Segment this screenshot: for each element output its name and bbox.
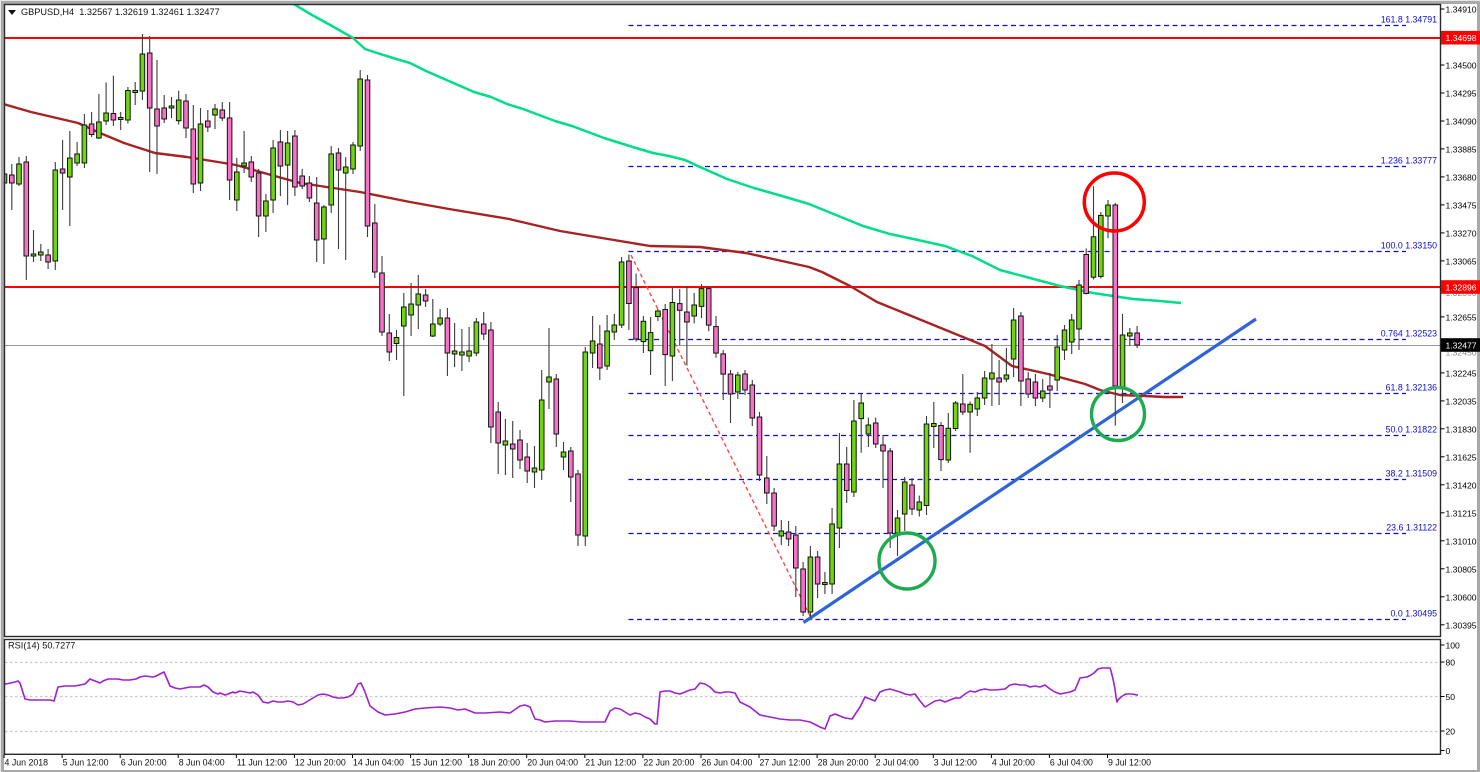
svg-text:22 Jun 20:00: 22 Jun 20:00: [643, 758, 694, 768]
svg-text:1.33885: 1.33885: [1446, 144, 1477, 154]
svg-text:1.33065: 1.33065: [1446, 256, 1477, 266]
svg-text:1.32896: 1.32896: [1446, 283, 1477, 293]
svg-text:14 Jun 04:00: 14 Jun 04:00: [353, 758, 404, 768]
svg-text:1.236 1.33777: 1.236 1.33777: [1381, 156, 1437, 166]
svg-text:11 Jun 12:00: 11 Jun 12:00: [237, 758, 287, 768]
svg-text:1.32450: 1.32450: [1446, 348, 1477, 358]
svg-text:61.8 1.32136: 61.8 1.32136: [1386, 383, 1437, 393]
svg-text:1.34500: 1.34500: [1446, 61, 1477, 71]
svg-text:1.33475: 1.33475: [1446, 200, 1477, 210]
svg-text:8 Jun 04:00: 8 Jun 04:00: [179, 758, 225, 768]
svg-text:23.6 1.31122: 23.6 1.31122: [1386, 523, 1437, 533]
svg-text:GBPUSD,H4 1.32567 1.32619 1.3: GBPUSD,H4 1.32567 1.32619 1.32461 1.3247…: [21, 7, 220, 17]
svg-text:15 Jun 12:00: 15 Jun 12:00: [411, 758, 462, 768]
svg-text:1.30600: 1.30600: [1446, 592, 1477, 602]
svg-text:6 Jul 04:00: 6 Jul 04:00: [1050, 758, 1093, 768]
svg-text:50.0 1.31822: 50.0 1.31822: [1386, 425, 1437, 435]
svg-text:1.33680: 1.33680: [1446, 172, 1477, 182]
svg-text:1.31010: 1.31010: [1446, 536, 1477, 546]
svg-text:1.32245: 1.32245: [1446, 368, 1477, 378]
svg-text:1.32477: 1.32477: [1446, 341, 1477, 351]
svg-text:26 Jun 04:00: 26 Jun 04:00: [702, 758, 753, 768]
svg-text:80: 80: [1446, 658, 1456, 668]
svg-text:21 Jun 12:00: 21 Jun 12:00: [585, 758, 636, 768]
svg-text:RSI(14) 50.7277: RSI(14) 50.7277: [8, 641, 75, 651]
svg-text:12 Jun 20:00: 12 Jun 20:00: [295, 758, 346, 768]
svg-text:6 Jun 20:00: 6 Jun 20:00: [121, 758, 167, 768]
svg-text:1.34090: 1.34090: [1446, 117, 1477, 127]
svg-text:1.34698: 1.34698: [1446, 33, 1477, 43]
svg-text:0: 0: [1446, 746, 1451, 756]
svg-text:0.764 1.32523: 0.764 1.32523: [1381, 329, 1437, 339]
svg-text:27 Jun 12:00: 27 Jun 12:00: [760, 758, 811, 768]
svg-text:100.0 1.33150: 100.0 1.33150: [1381, 241, 1437, 251]
svg-text:3 Jul 12:00: 3 Jul 12:00: [934, 758, 977, 768]
svg-text:9 Jul 12:00: 9 Jul 12:00: [1108, 758, 1151, 768]
svg-text:28 Jun 20:00: 28 Jun 20:00: [818, 758, 869, 768]
svg-text:1.32655: 1.32655: [1446, 312, 1477, 322]
svg-text:1.30395: 1.30395: [1446, 620, 1477, 630]
svg-text:1.33270: 1.33270: [1446, 228, 1477, 238]
svg-text:5 Jun 12:00: 5 Jun 12:00: [63, 758, 109, 768]
svg-text:100: 100: [1446, 641, 1461, 651]
svg-text:50: 50: [1446, 692, 1456, 702]
svg-text:1.31215: 1.31215: [1446, 508, 1477, 518]
svg-text:1.34910: 1.34910: [1446, 5, 1477, 15]
svg-text:38.2 1.31509: 38.2 1.31509: [1386, 469, 1437, 479]
svg-text:2 Jul 04:00: 2 Jul 04:00: [876, 758, 919, 768]
svg-text:18 Jun 20:00: 18 Jun 20:00: [469, 758, 520, 768]
svg-text:1.31830: 1.31830: [1446, 424, 1477, 434]
svg-text:4 Jul 20:00: 4 Jul 20:00: [992, 758, 1035, 768]
svg-text:4 Jun 2018: 4 Jun 2018: [5, 758, 49, 768]
svg-text:1.34295: 1.34295: [1446, 89, 1477, 99]
svg-text:1.31625: 1.31625: [1446, 452, 1477, 462]
svg-text:20 Jun 04:00: 20 Jun 04:00: [527, 758, 578, 768]
svg-text:20: 20: [1446, 727, 1456, 737]
svg-text:1.30805: 1.30805: [1446, 564, 1477, 574]
svg-text:1.31420: 1.31420: [1446, 480, 1477, 490]
svg-text:1.32035: 1.32035: [1446, 396, 1477, 406]
svg-text:0.0 1.30495: 0.0 1.30495: [1391, 609, 1438, 619]
svg-text:161.8 1.34791: 161.8 1.34791: [1381, 15, 1437, 25]
